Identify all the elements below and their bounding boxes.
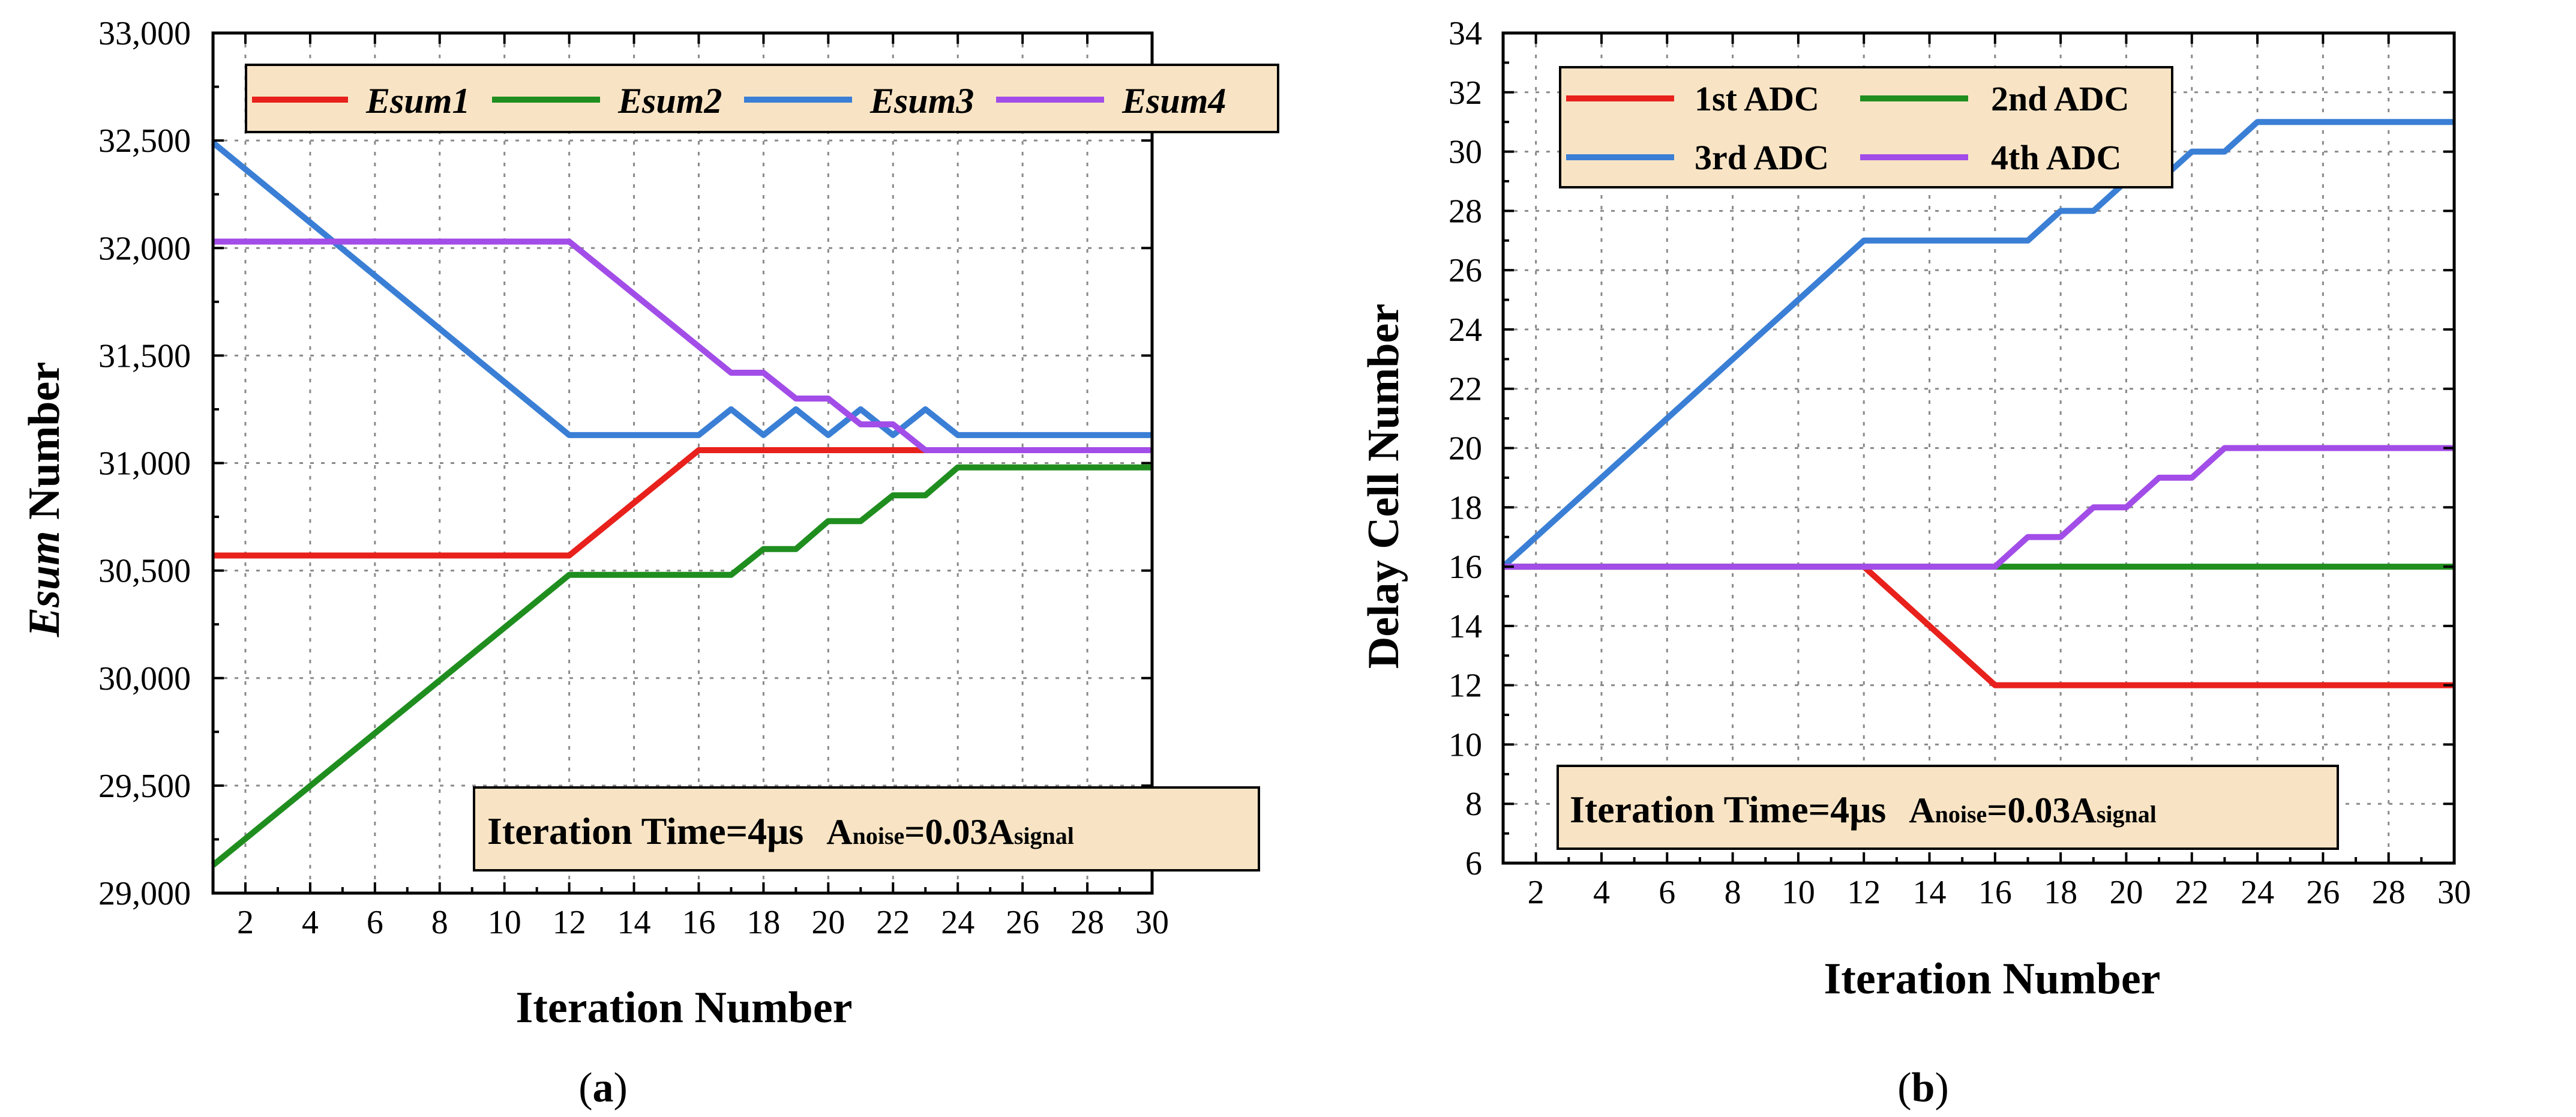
x-tick-label-10: 10 bbox=[488, 904, 521, 941]
x-tick-label-24: 24 bbox=[2241, 874, 2274, 911]
x-tick-label-22: 22 bbox=[876, 904, 910, 941]
y-tick-label-5: 31,500 bbox=[98, 337, 191, 375]
x-tick-label-8: 8 bbox=[431, 904, 448, 941]
x-tick-label-16: 16 bbox=[1978, 874, 2012, 911]
x-tick-label-20: 20 bbox=[2109, 874, 2143, 911]
y-tick-label-3: 12 bbox=[1449, 667, 1482, 705]
panel-a-series-lines bbox=[211, 140, 1152, 868]
y-tick-label-2: 30,000 bbox=[98, 660, 191, 697]
y-tick-label-0: 29,000 bbox=[98, 875, 191, 912]
y-tick-label-13: 32 bbox=[1449, 74, 1482, 112]
panel-a-label: (a) bbox=[578, 1065, 628, 1111]
x-tick-label-26: 26 bbox=[1006, 904, 1039, 941]
y-tick-label-7: 32,500 bbox=[98, 122, 191, 160]
panel-b-y-axis-title: Delay Cell Number bbox=[1359, 304, 1408, 669]
x-tick-label-24: 24 bbox=[941, 904, 974, 941]
y-tick-label-11: 28 bbox=[1449, 193, 1482, 230]
series-line-3rd-adc bbox=[1501, 119, 2454, 569]
x-tick-label-18: 18 bbox=[746, 904, 780, 941]
y-tick-label-0: 6 bbox=[1465, 845, 1482, 882]
series-line-esum2 bbox=[211, 464, 1152, 868]
legend-label-2nd-adc: 2nd ADC bbox=[1991, 79, 2129, 118]
panel-b-legend: 1st ADC 2nd ADC 3rd ADC 4th ADC bbox=[1559, 66, 2173, 188]
panel-b-chart: 2 4 6 8 10 12 14 16 18 20 22 24 26 28 30 6810121416182… bbox=[1359, 15, 2471, 1111]
panel-b-series-lines bbox=[1501, 119, 2454, 688]
y-tick-label-9: 24 bbox=[1449, 312, 1482, 349]
panel-a-chart: 2 4 6 8 10 12 14 16 18 20 22 24 26 28 30 29,00029,5003… bbox=[20, 15, 1279, 1111]
y-tick-label-10: 26 bbox=[1449, 252, 1482, 289]
y-tick-label-2: 10 bbox=[1449, 726, 1482, 763]
panel-b-annotation: Iteration Time=4μs Anoise=0.03Asignal bbox=[1557, 765, 2339, 850]
legend-label-esum1: Esum1 bbox=[365, 81, 470, 121]
panel-b-y-tick-labels: 6 8 10 12 14 16 18 20 22 24 26 28 30 32 34 bbox=[1449, 15, 1482, 882]
x-tick-label-18: 18 bbox=[2044, 874, 2077, 911]
y-tick-label-8: 22 bbox=[1449, 371, 1482, 408]
panel-b-annotation-box bbox=[1557, 765, 2339, 850]
legend-label-esum4: Esum4 bbox=[1121, 81, 1226, 121]
panel-b-tick-marks bbox=[1503, 32, 2455, 864]
y-tick-label-6: 18 bbox=[1449, 489, 1482, 526]
y-tick-label-8: 33,000 bbox=[98, 15, 191, 52]
y-tick-label-14: 34 bbox=[1449, 15, 1482, 52]
x-tick-label-14: 14 bbox=[617, 904, 651, 941]
x-tick-label-30: 30 bbox=[2437, 874, 2471, 911]
legend-label-esum3: Esum3 bbox=[869, 81, 974, 121]
y-tick-label-1: 29,500 bbox=[98, 768, 191, 805]
x-tick-label-28: 28 bbox=[1070, 904, 1104, 941]
x-tick-label-14: 14 bbox=[1913, 874, 1947, 911]
x-tick-label-28: 28 bbox=[2372, 874, 2406, 911]
panel-a-annotation-box bbox=[473, 786, 1260, 872]
x-tick-label-6: 6 bbox=[1659, 874, 1675, 911]
series-line-4th-adc bbox=[1503, 445, 2454, 570]
y-tick-label-6: 32,000 bbox=[98, 230, 191, 267]
series-line-esum4 bbox=[213, 238, 1152, 453]
panel-a-x-tick-labels: 2 4 6 8 10 12 14 16 18 20 22 24 26 28 30 bbox=[237, 904, 1169, 941]
series-line-esum3 bbox=[211, 140, 1152, 438]
panel-b-label: (b) bbox=[1897, 1065, 1949, 1111]
panel-b-legend-box bbox=[1559, 66, 2173, 188]
legend-label-1st-adc: 1st ADC bbox=[1695, 79, 1819, 118]
x-tick-label-12: 12 bbox=[1847, 874, 1881, 911]
y-tick-label-5: 16 bbox=[1449, 549, 1482, 586]
panel-a-gridlines bbox=[213, 33, 1152, 893]
x-tick-label-22: 22 bbox=[2175, 874, 2209, 911]
panel-a-y-axis-title: Esum Number bbox=[20, 362, 69, 637]
panel-b-annotation-text: Iteration Time=4μs Anoise=0.03Asignal bbox=[1570, 788, 2157, 831]
panel-b-x-axis-title: Iteration Number bbox=[1824, 954, 2160, 1004]
y-tick-label-7: 20 bbox=[1449, 430, 1482, 468]
x-tick-label-30: 30 bbox=[1135, 904, 1169, 941]
x-tick-label-4: 4 bbox=[302, 904, 319, 941]
y-tick-label-4: 31,000 bbox=[98, 445, 191, 483]
panel-a-annotation-text: Iteration Time=4μs Anoise=0.03Asignal bbox=[487, 810, 1074, 852]
y-tick-label-1: 8 bbox=[1465, 786, 1482, 823]
x-tick-label-4: 4 bbox=[1593, 874, 1610, 911]
x-tick-label-12: 12 bbox=[553, 904, 586, 941]
y-tick-label-12: 30 bbox=[1449, 134, 1482, 171]
x-tick-label-16: 16 bbox=[682, 904, 715, 941]
x-tick-label-20: 20 bbox=[811, 904, 845, 941]
panel-b-x-tick-labels: 2 4 6 8 10 12 14 16 18 20 22 24 26 28 30 bbox=[1528, 874, 2471, 911]
panel-a-x-axis-title: Iteration Number bbox=[515, 983, 852, 1032]
y-tick-label-3: 30,500 bbox=[98, 553, 191, 590]
legend-label-4th-adc: 4th ADC bbox=[1991, 138, 2122, 177]
x-tick-label-26: 26 bbox=[2306, 874, 2340, 911]
x-tick-label-2: 2 bbox=[1528, 874, 1545, 911]
x-tick-label-10: 10 bbox=[1782, 874, 1815, 911]
legend-label-3rd-adc: 3rd ADC bbox=[1695, 138, 1829, 177]
x-tick-label-2: 2 bbox=[237, 904, 254, 941]
panel-a-legend: Esum1 Esum2 Esum3 Esum4 bbox=[245, 64, 1279, 133]
panel-a-annotation: Iteration Time=4μs Anoise=0.03Asignal bbox=[473, 786, 1260, 872]
x-tick-label-6: 6 bbox=[367, 904, 383, 941]
panel-a-y-tick-labels: 29,000 29,500 30,000 30,500 31,000 31,500 32,0… bbox=[98, 15, 191, 912]
y-tick-label-4: 14 bbox=[1449, 608, 1482, 645]
legend-label-esum2: Esum2 bbox=[617, 81, 722, 121]
x-tick-label-8: 8 bbox=[1725, 874, 1741, 911]
panel-a-tick-marks bbox=[213, 32, 1153, 894]
